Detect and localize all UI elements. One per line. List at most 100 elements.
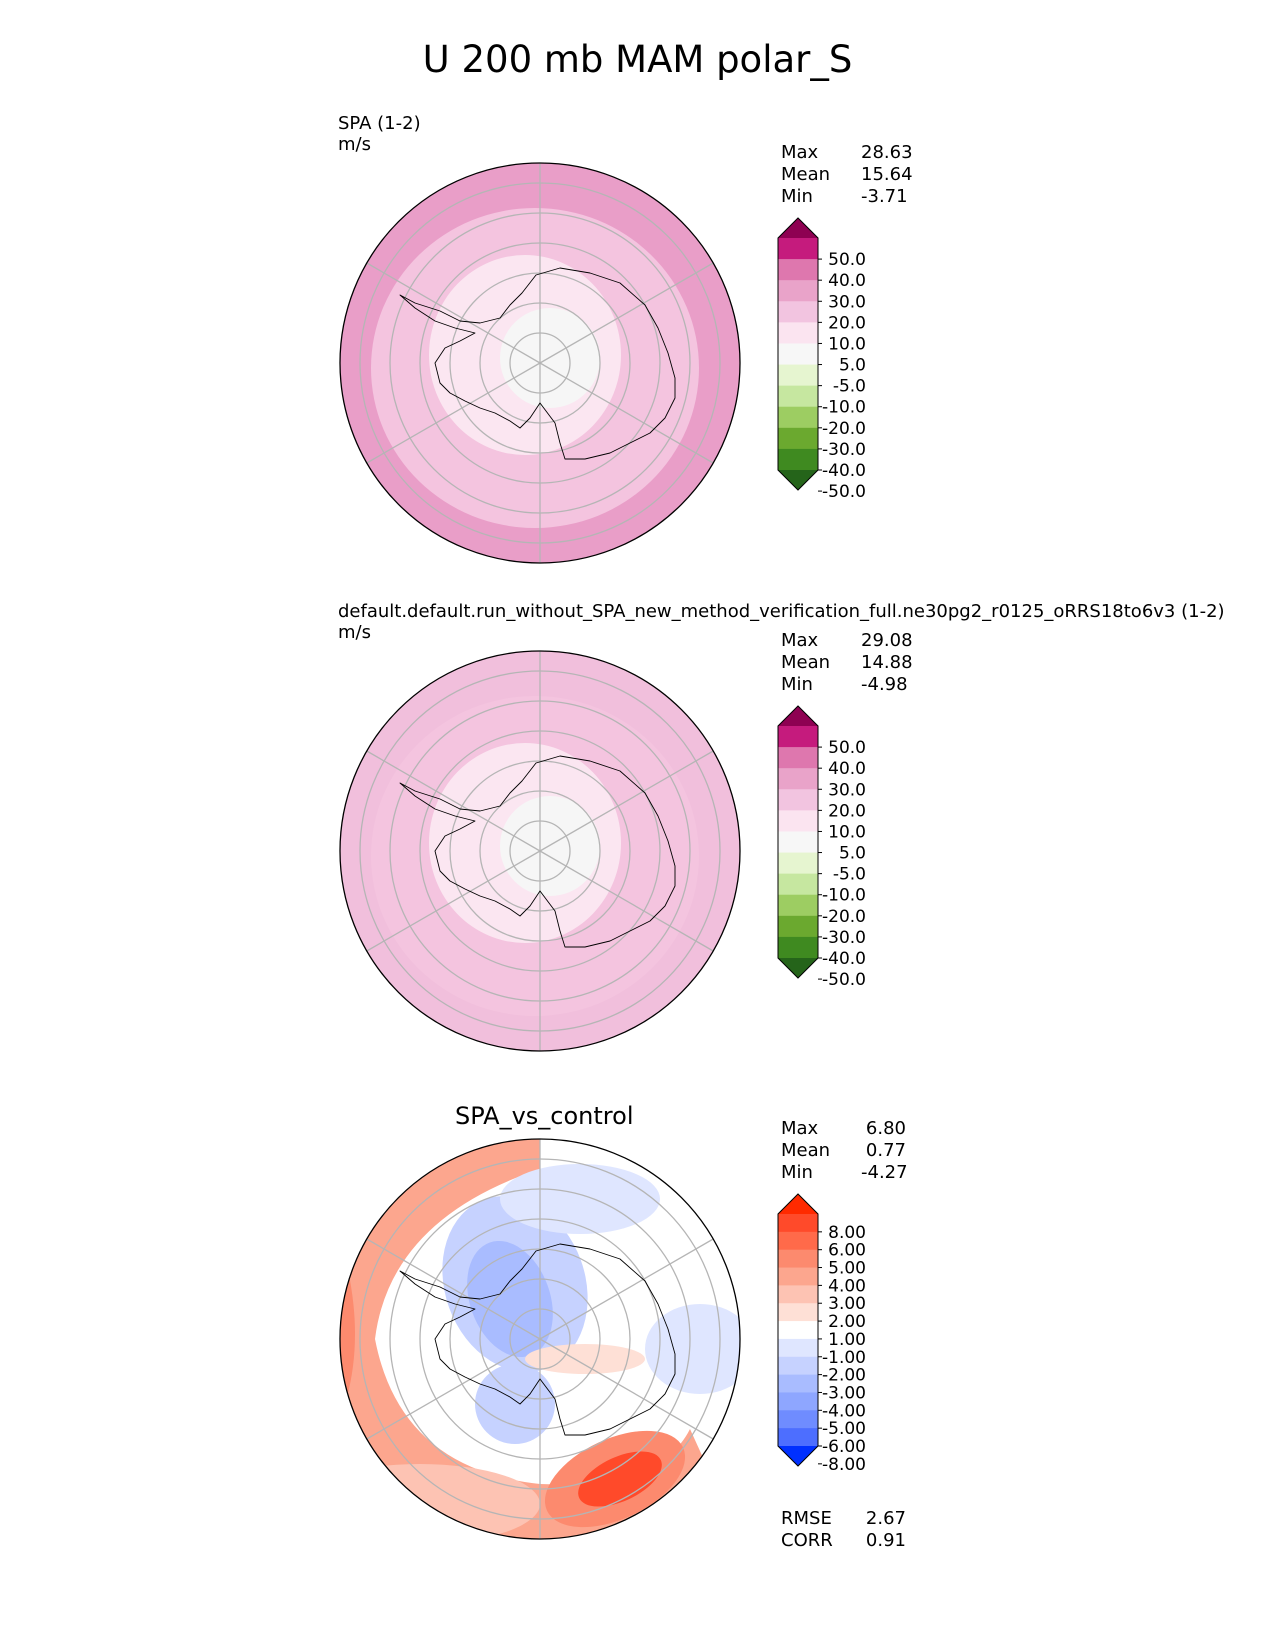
panel3-map <box>339 1138 741 1540</box>
colorbar-segment <box>778 726 818 748</box>
positive-anomaly-weak <box>525 1344 645 1374</box>
panel1-units: m/s <box>338 134 371 155</box>
colorbar-tick-label: 30.0 <box>828 292 866 312</box>
colorbar-tick-label: 5.0 <box>839 356 866 376</box>
colorbar-segment <box>778 1338 818 1358</box>
colorbar-tick-label: 20.0 <box>828 313 866 333</box>
colorbar-tick-label: 5.0 <box>839 844 866 864</box>
stat-mean-label: Mean <box>781 1140 831 1161</box>
colorbar-segment <box>778 1267 818 1286</box>
colorbar-tick-label: 3.00 <box>828 1294 866 1314</box>
colorbar-tick-label: -20.0 <box>822 419 866 439</box>
colorbar-segment <box>778 1321 818 1340</box>
panel1-map <box>339 162 741 564</box>
colorbar-extend-top <box>778 218 818 238</box>
colorbar-tick-label: -40.0 <box>822 461 866 481</box>
meridian-line <box>366 1238 541 1340</box>
colorbar-tick-label: 10.0 <box>828 334 866 354</box>
panel1-title: SPA (1-2) <box>338 113 421 134</box>
colorbar-tick-label: -1.00 <box>822 1348 866 1368</box>
meridian-line <box>366 750 541 852</box>
colorbar-segment <box>778 385 818 408</box>
map-boundary <box>339 162 741 564</box>
figure-title: U 200 mb MAM polar_S <box>422 38 853 81</box>
colorbar-segment <box>778 259 818 281</box>
antarctica-coastline <box>399 755 676 948</box>
meridian-line <box>366 362 541 464</box>
colorbar-tick-label: -10.0 <box>822 886 866 906</box>
stat-min-label: Min <box>781 186 813 207</box>
graticule <box>359 1139 721 1539</box>
colorbar-segment <box>778 936 818 959</box>
colorbar-tick-label: -40.0 <box>822 949 866 969</box>
meridian-line <box>366 850 541 952</box>
colorbar-tick-label: -5.0 <box>833 865 866 885</box>
graticule <box>359 651 721 1051</box>
colorbar-segment <box>778 1303 818 1322</box>
colorbar-tick-label: -8.00 <box>822 1455 866 1475</box>
colorbar-tick-label: 40.0 <box>828 271 866 291</box>
panel2-colorbar: 50.040.030.020.010.05.0-5.0-10.0-20.0-30… <box>777 705 866 990</box>
colorbar-tick-label: -30.0 <box>822 928 866 948</box>
colorbar-tick-label: 30.0 <box>828 780 866 800</box>
colorbar-tick-label: 50.0 <box>828 738 866 758</box>
colorbar-tick-label: 8.00 <box>828 1223 866 1243</box>
colorbar-tick-label: 6.00 <box>828 1241 866 1261</box>
colorbar-segment <box>778 1231 818 1251</box>
stat-min-label: Min <box>781 674 813 695</box>
map-boundary <box>339 650 741 1052</box>
stat-max-value: 29.08 <box>861 630 913 651</box>
colorbar-tick-label: -2.00 <box>822 1366 866 1386</box>
colorbar-segment <box>778 238 818 260</box>
panel3-metrics: RMSE 2.67 CORR 0.91 <box>781 1508 906 1552</box>
corr-value: 0.91 <box>865 1530 906 1551</box>
rmse-label: RMSE <box>781 1508 832 1529</box>
meridian-line <box>539 362 714 464</box>
colorbar-segment <box>778 1374 818 1393</box>
panel2-map <box>339 650 741 1052</box>
stat-min-value: -4.27 <box>861 1162 908 1183</box>
meridian-line <box>539 1238 714 1340</box>
colorbar-tick-label: 4.00 <box>828 1276 866 1296</box>
stat-mean-value: 15.64 <box>861 164 913 185</box>
colorbar-tick-label: 20.0 <box>828 801 866 821</box>
colorbar-segment <box>778 1214 818 1233</box>
colorbar-tick-label: 1.00 <box>828 1330 866 1350</box>
antarctica-coastline <box>399 267 676 460</box>
panel2-stats: Max 29.08 Mean 14.88 Min -4.98 <box>781 630 913 696</box>
colorbar-segment <box>778 364 818 387</box>
colorbar-extend-bottom <box>778 958 818 978</box>
panel3-title: SPA_vs_control <box>455 1102 634 1130</box>
map-boundary <box>339 1138 741 1540</box>
colorbar-extend-bottom <box>778 1446 818 1466</box>
meridian-line <box>539 750 714 852</box>
colorbar-extend-bottom <box>778 470 818 490</box>
colorbar-segment <box>778 1285 818 1304</box>
negative-anomaly-region <box>475 1364 555 1444</box>
colorbar-tick-label: 2.00 <box>828 1312 866 1332</box>
colorbar-extend-top <box>778 1194 818 1214</box>
colorbar-segment <box>778 280 818 302</box>
stat-max-label: Max <box>781 630 819 651</box>
meridian-line <box>539 1338 714 1440</box>
colorbar-segment <box>778 322 818 344</box>
stat-max-value: 28.63 <box>861 142 913 163</box>
colorbar-segment <box>778 448 818 471</box>
colorbar-segment <box>778 852 818 875</box>
colorbar-tick-label: 10.0 <box>828 822 866 842</box>
colorbar-segment <box>778 915 818 938</box>
colorbar-segment <box>778 894 818 917</box>
panel2-units: m/s <box>338 622 371 643</box>
positive-anomaly-max <box>578 1451 662 1507</box>
colorbar-segment <box>778 427 818 450</box>
colorbar-segment <box>778 810 818 832</box>
panel2-title: default.default.run_without_SPA_new_meth… <box>338 601 1225 622</box>
antarctica-coastline <box>399 1243 676 1436</box>
colorbar-tick-label: -5.0 <box>833 377 866 397</box>
colorbar-segment <box>778 768 818 790</box>
rmse-value: 2.67 <box>865 1508 906 1529</box>
colorbar-tick-label: -30.0 <box>822 440 866 460</box>
stat-mean-value: 14.88 <box>861 652 913 673</box>
colorbar-segment <box>778 343 818 366</box>
meridian-line <box>539 850 714 952</box>
